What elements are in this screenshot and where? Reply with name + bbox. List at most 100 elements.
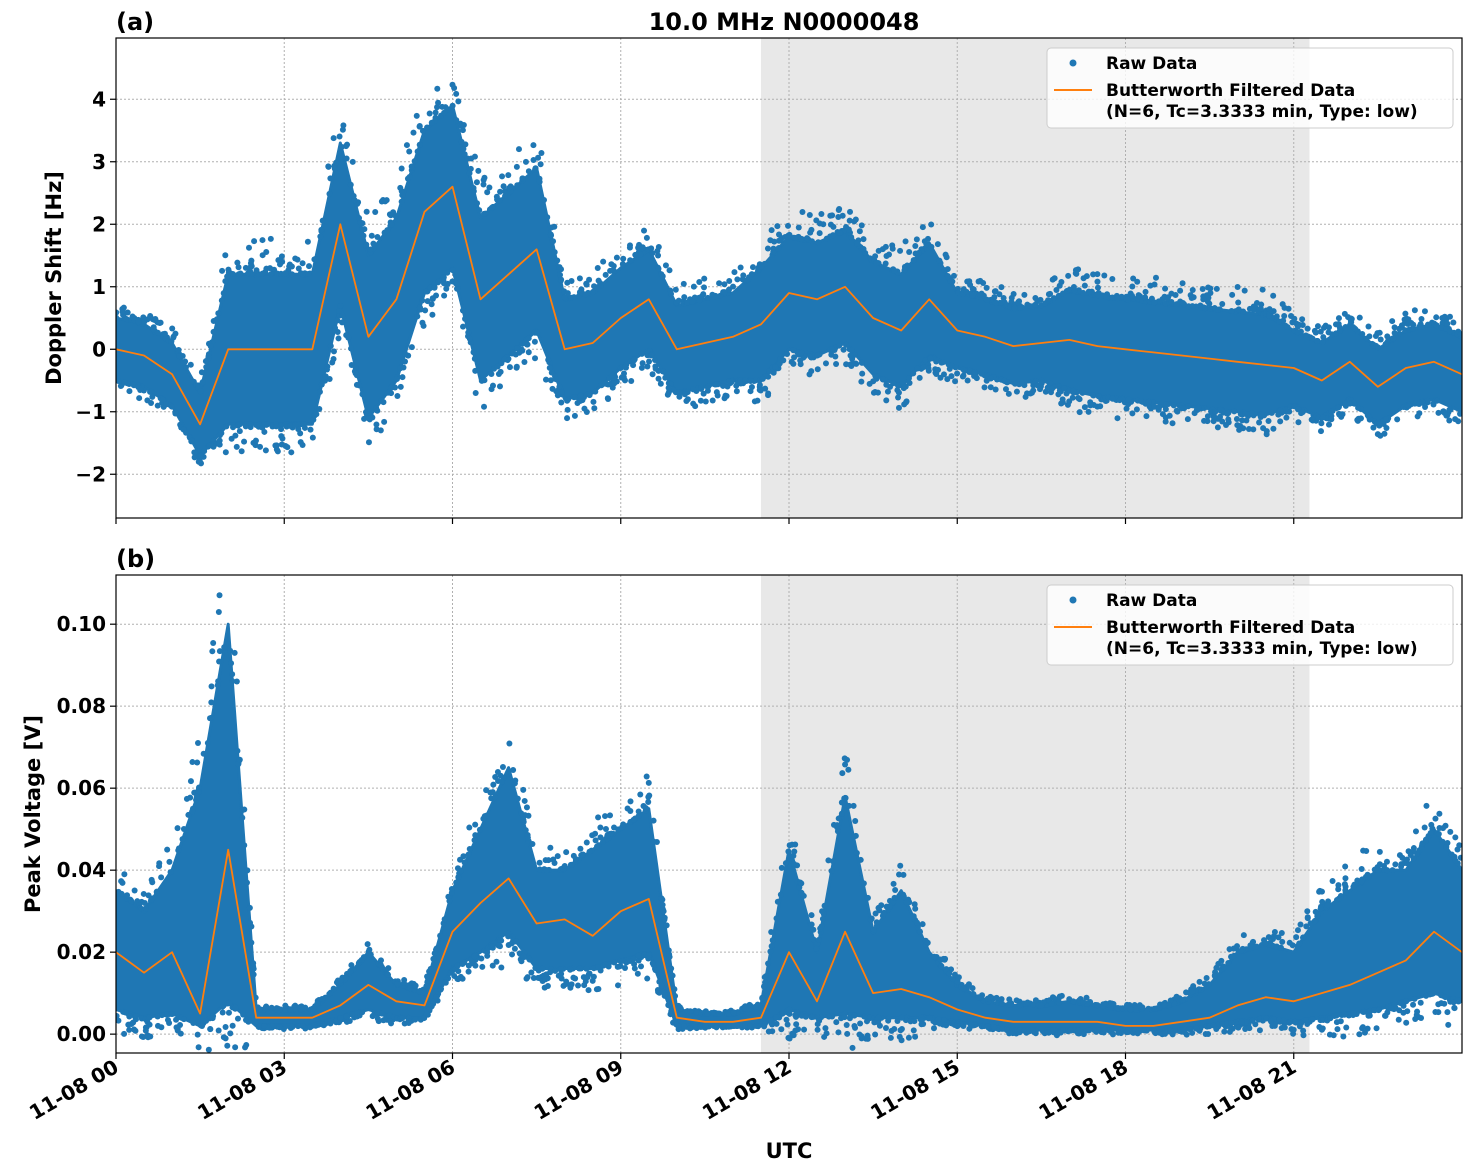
raw-data-point [976,291,983,298]
y-tick-label: −2 [75,462,106,486]
raw-data-point [282,442,289,449]
raw-data-point [558,266,565,273]
raw-data-point [900,871,907,878]
raw-data-point [967,1021,974,1028]
raw-data-point [998,284,1005,291]
raw-data-point [553,376,560,383]
raw-data-point [583,965,590,972]
raw-data-point [1337,1018,1344,1025]
raw-data-point [516,349,523,356]
raw-data-point [473,179,480,186]
raw-data-point [795,224,802,231]
raw-data-point [697,1023,704,1030]
raw-data-point [1076,409,1083,416]
raw-data-point [1037,296,1044,303]
raw-data-point [169,325,176,332]
raw-data-point [791,354,798,361]
raw-data-point [529,840,536,847]
raw-data-point [595,814,602,821]
raw-data-point [898,1026,905,1033]
raw-data-point [248,939,255,946]
raw-data-point [614,963,621,970]
raw-data-point [194,759,201,766]
raw-data-point [1032,997,1039,1004]
raw-data-point [852,216,859,223]
raw-data-point [498,964,505,971]
raw-data-point [697,397,704,404]
raw-data-point [1403,1019,1410,1026]
raw-data-point [777,237,784,244]
raw-data-point [1022,393,1029,400]
raw-data-point [1435,830,1442,837]
raw-data-point [511,945,518,952]
raw-data-point [210,639,217,646]
raw-data-point [309,434,316,441]
raw-data-point [411,158,418,165]
raw-data-point [1071,287,1078,294]
raw-data-point [813,945,820,952]
raw-data-point [164,1017,171,1024]
raw-data-point [822,360,829,367]
raw-data-point [630,816,637,823]
raw-data-point [545,857,552,864]
raw-data-point [691,294,698,301]
raw-data-point [1266,312,1273,319]
raw-data-point [356,215,363,222]
raw-data-point [116,378,122,385]
raw-data-point [575,982,582,989]
raw-data-point [1373,1025,1380,1032]
raw-data-point [935,366,942,373]
raw-data-point [388,221,395,228]
raw-data-point [151,317,158,324]
raw-data-point [783,1016,790,1023]
raw-data-point [1218,957,1225,964]
raw-data-point [1129,283,1136,290]
raw-data-point [1226,1028,1233,1035]
raw-data-point [217,1072,223,1078]
raw-data-point [917,928,924,935]
raw-data-point [385,971,392,978]
raw-data-point [350,192,357,199]
raw-data-point [225,1009,232,1016]
raw-data-point [705,383,712,390]
panel-label: (a) [116,8,154,36]
raw-data-point [1217,406,1224,413]
raw-data-point [272,442,279,449]
raw-data-point [936,257,943,264]
raw-data-point [174,825,181,832]
raw-data-point [554,257,561,264]
raw-data-point [815,936,822,943]
raw-data-point [597,824,604,831]
raw-data-point [872,389,879,396]
raw-data-point [522,158,529,165]
raw-data-point [886,903,893,910]
raw-data-point [183,795,190,802]
raw-data-point [894,387,901,394]
raw-data-point [1446,406,1453,413]
raw-data-point [669,972,676,979]
raw-data-point [479,963,486,970]
raw-data-point [440,277,447,284]
raw-data-point [645,952,652,959]
raw-data-point [1051,995,1058,1002]
raw-data-point [1451,853,1458,860]
raw-data-point [984,296,991,303]
raw-data-point [1136,1002,1143,1009]
raw-data-point [138,1033,145,1040]
raw-data-point [1402,310,1409,317]
raw-data-point [860,246,867,253]
raw-data-point [857,1020,864,1027]
raw-data-point [1045,1029,1052,1036]
raw-data-point [761,974,768,981]
raw-data-point [481,813,488,820]
raw-data-point [969,985,976,992]
raw-data-point [1382,1012,1389,1019]
raw-data-point [510,349,517,356]
raw-data-point [222,1024,229,1031]
raw-data-point [774,223,781,230]
raw-data-point [716,1010,723,1017]
raw-data-point [733,382,740,389]
raw-data-point [713,1024,720,1031]
raw-data-point [576,965,583,972]
raw-data-point [154,329,161,336]
